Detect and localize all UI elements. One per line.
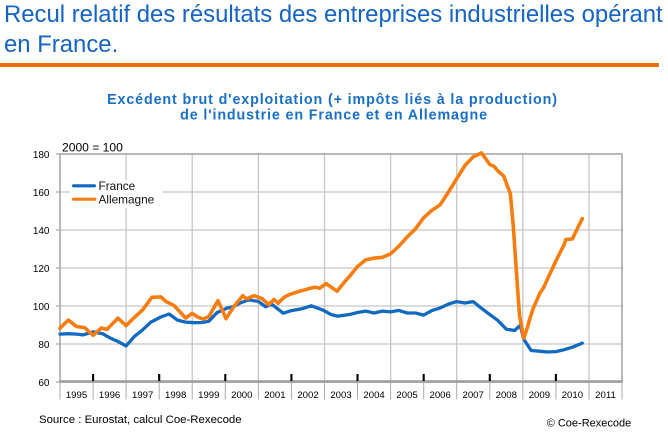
svg-text:2003: 2003 [330,390,351,401]
svg-text:2005: 2005 [396,390,417,401]
svg-text:© Coe-Rexecode: © Coe-Rexecode [547,418,632,430]
svg-text:2008: 2008 [496,390,517,401]
svg-text:140: 140 [33,226,50,237]
svg-text:2000: 2000 [231,390,252,401]
svg-text:1997: 1997 [132,390,153,401]
svg-text:2010: 2010 [562,390,583,401]
svg-text:180: 180 [33,150,50,161]
svg-text:1999: 1999 [198,390,219,401]
svg-text:1996: 1996 [99,390,120,401]
svg-text:Allemagne: Allemagne [99,192,155,206]
svg-text:de l'industrie en France et en: de l'industrie en France et en Allemagne [180,108,488,124]
svg-text:2007: 2007 [463,390,484,401]
svg-text:France: France [99,179,136,193]
svg-text:2011: 2011 [595,390,616,401]
svg-text:2006: 2006 [430,390,451,401]
svg-text:120: 120 [33,264,50,275]
svg-text:2002: 2002 [297,390,318,401]
svg-text:Source : Eurostat, calcul Coe-: Source : Eurostat, calcul Coe-Rexecode [39,414,242,426]
svg-text:2001: 2001 [264,390,285,401]
svg-text:160: 160 [33,188,50,199]
svg-text:1995: 1995 [66,390,87,401]
svg-text:1998: 1998 [165,390,186,401]
svg-text:Excédent brut d'exploitation (: Excédent brut d'exploitation (+ impôts l… [107,92,558,108]
svg-text:60: 60 [38,378,50,389]
svg-text:2009: 2009 [529,390,550,401]
svg-text:2000 = 100: 2000 = 100 [62,141,123,155]
svg-text:100: 100 [33,302,50,313]
svg-text:2004: 2004 [363,390,385,401]
svg-text:80: 80 [38,340,50,351]
